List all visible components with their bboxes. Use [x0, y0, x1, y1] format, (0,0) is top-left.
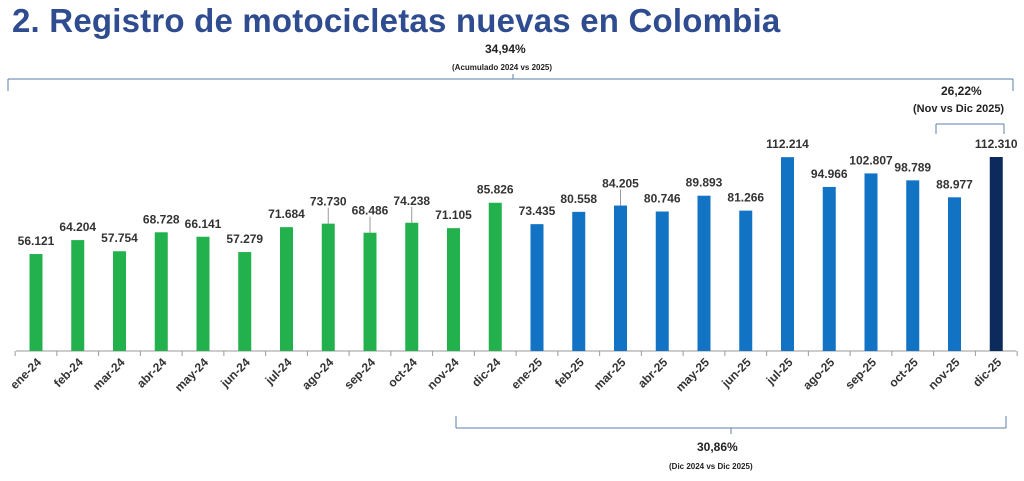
bar-nov-24: [447, 228, 460, 351]
tick-label-oct-24: oct-24: [385, 355, 420, 390]
bar-jun-25: [739, 210, 753, 351]
tick-label-abr-24: abr-24: [134, 355, 170, 391]
bar-dic-25: [989, 157, 1003, 351]
bar-jul-24: [280, 227, 293, 351]
data-label-ago-25: 94.966: [811, 167, 848, 181]
data-label-ene-25: 73.435: [519, 204, 556, 218]
bar-ago-24: [321, 223, 335, 351]
monthly-change-value: 26,22%: [941, 84, 982, 98]
tick-label-jun-24: jun-24: [217, 355, 253, 391]
data-label-jun-24: 57.279: [226, 232, 263, 246]
bar-jul-25: [781, 157, 794, 351]
bar-sep-24: [363, 232, 377, 351]
bar-abr-25: [655, 211, 669, 351]
bar-mar-24: [113, 251, 126, 351]
data-label-ene-24: 56.121: [18, 234, 55, 248]
data-label-mar-24: 57.754: [101, 231, 138, 245]
data-label-sep-25: 102.807: [849, 153, 893, 167]
tick-label-mar-25: mar-25: [591, 355, 629, 393]
data-label-may-24: 66.141: [185, 217, 222, 231]
bar-oct-25: [906, 180, 920, 351]
accumulated-change-label: (Acumulado 2024 vs 2025): [452, 63, 553, 72]
tick-label-feb-25: feb-25: [552, 355, 587, 390]
page-title: 2. Registro de motocicletas nuevas en Co…: [12, 2, 781, 39]
bar-ago-25: [822, 186, 836, 351]
tick-label-feb-24: feb-24: [51, 355, 86, 390]
data-label-sep-24: 68.486: [352, 204, 389, 218]
tick-label-dic-24: dic-24: [469, 355, 504, 390]
accumulated-change-value: 34,94%: [485, 42, 526, 56]
bar-may-24: [196, 236, 210, 351]
tick-label-jun-25: jun-25: [718, 355, 754, 391]
bar-dic-24: [488, 202, 502, 351]
bar-ene-24: [29, 254, 43, 351]
bar-jun-24: [238, 252, 252, 351]
tick-label-may-24: may-24: [172, 355, 211, 394]
data-label-dic-24: 85.826: [477, 183, 514, 197]
data-label-oct-24: 74.238: [393, 194, 430, 208]
bar-may-25: [697, 195, 711, 351]
data-label-dic-25: 112.310: [975, 137, 1018, 151]
bar-feb-24: [71, 240, 85, 351]
yearly-change-label: (Dic 2024 vs Dic 2025): [669, 462, 753, 471]
tick-label-oct-25: oct-25: [886, 355, 921, 390]
tick-label-jul-25: jul-25: [763, 355, 796, 388]
bar-mar-25: [614, 205, 627, 351]
monthly-change-label: (Nov vs Dic 2025): [913, 103, 1005, 115]
data-label-may-25: 89.893: [686, 176, 723, 190]
data-label-nov-24: 71.105: [435, 208, 472, 222]
bar-abr-24: [154, 232, 168, 351]
tick-label-ago-25: ago-25: [800, 355, 837, 392]
tick-label-nov-24: nov-24: [424, 355, 461, 392]
data-label-jun-25: 81.266: [727, 191, 764, 205]
tick-label-may-25: may-25: [673, 355, 712, 394]
bar-oct-24: [405, 222, 419, 351]
data-label-abr-24: 68.728: [143, 212, 180, 226]
data-label-jul-24: 71.684: [268, 207, 305, 221]
tick-label-dic-25: dic-25: [970, 355, 1005, 390]
tick-label-ene-25: ene-25: [508, 355, 545, 392]
bar-feb-25: [572, 211, 586, 351]
data-label-feb-24: 64.204: [59, 220, 96, 234]
tick-label-jul-24: jul-24: [262, 355, 295, 388]
tick-label-abr-25: abr-25: [635, 355, 671, 391]
data-label-feb-25: 80.558: [560, 192, 597, 206]
yearly-change-value: 30,86%: [697, 440, 738, 454]
tick-label-ene-24: ene-24: [7, 355, 44, 392]
tick-label-ago-24: ago-24: [299, 355, 336, 392]
tick-label-mar-24: mar-24: [90, 355, 128, 393]
data-label-jul-25: 112.214: [766, 137, 809, 151]
bar-nov-25: [948, 197, 961, 351]
tick-label-nov-25: nov-25: [925, 355, 962, 392]
data-label-abr-25: 80.746: [644, 192, 681, 206]
data-label-nov-25: 88.977: [936, 177, 973, 191]
bar-sep-25: [864, 173, 878, 351]
tick-label-sep-24: sep-24: [341, 355, 378, 392]
tick-label-sep-25: sep-25: [842, 355, 879, 392]
data-label-oct-25: 98.789: [894, 160, 931, 174]
data-label-ago-24: 73.730: [310, 195, 347, 209]
data-label-mar-25: 84.205: [602, 177, 639, 191]
bar-ene-25: [530, 224, 544, 351]
